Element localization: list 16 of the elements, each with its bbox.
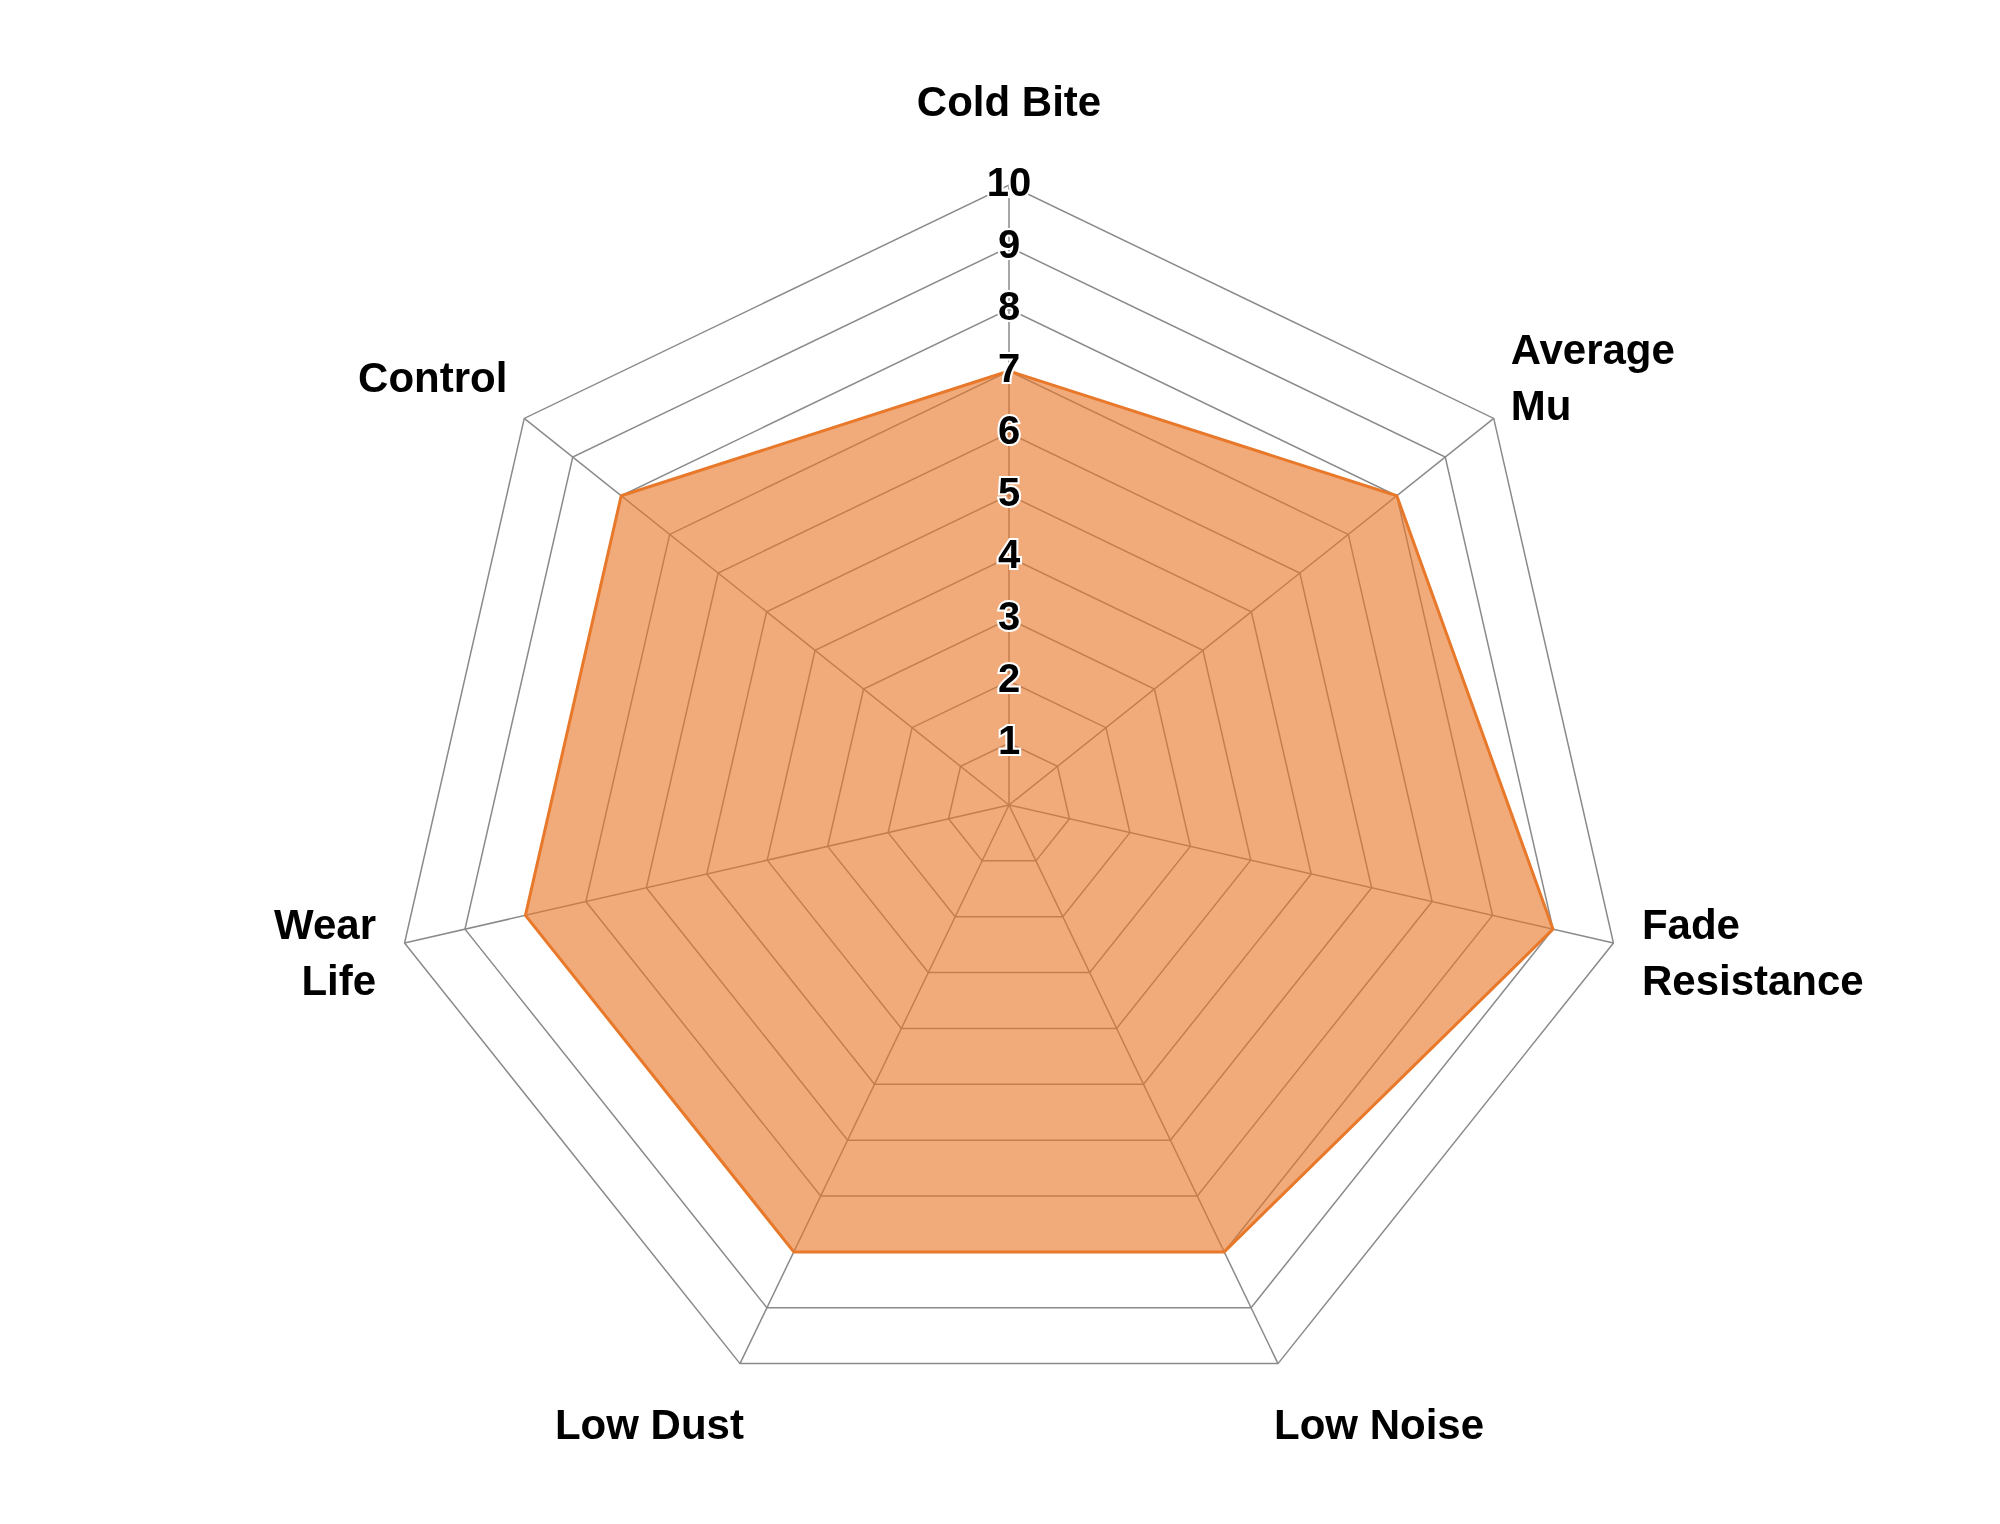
y-tick-label: 3	[997, 593, 1021, 638]
spoke-label: Control	[358, 354, 508, 402]
y-tick-label: 6	[997, 407, 1021, 452]
y-tick-label: 4	[997, 531, 1021, 576]
y-tick-label: 9	[997, 221, 1021, 266]
y-tick-label: 2	[997, 655, 1021, 700]
y-tick-label: 5	[997, 469, 1021, 514]
y-tick-label: 8	[997, 283, 1021, 328]
y-tick-label: 10	[986, 159, 1032, 204]
spoke-label: Cold Bite	[916, 78, 1102, 126]
spoke-label: Fade Resistance	[1641, 901, 1864, 1005]
spoke-label: Wear Life	[274, 901, 377, 1005]
spoke-label: Low Dust	[554, 1400, 744, 1448]
spoke-label: Low Noise	[1274, 1400, 1485, 1448]
spoke-label: Average Mu	[1510, 326, 1675, 430]
y-tick-label: 1	[997, 717, 1021, 762]
